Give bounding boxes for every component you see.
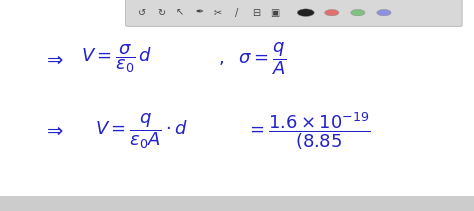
Text: $\Rightarrow$: $\Rightarrow$ xyxy=(43,50,64,69)
Text: ✂: ✂ xyxy=(214,8,222,18)
Text: $\Rightarrow$: $\Rightarrow$ xyxy=(43,121,64,140)
Circle shape xyxy=(297,9,314,16)
Text: $,\ \ \sigma = \dfrac{q}{A}$: $,\ \ \sigma = \dfrac{q}{A}$ xyxy=(218,41,287,77)
Text: ↻: ↻ xyxy=(157,8,165,18)
Text: $= \dfrac{1.6\times10^{-19}}{(8.85}$: $= \dfrac{1.6\times10^{-19}}{(8.85}$ xyxy=(246,110,372,152)
FancyBboxPatch shape xyxy=(0,196,474,211)
Circle shape xyxy=(377,9,391,16)
Text: ⊟: ⊟ xyxy=(252,8,260,18)
Text: ▣: ▣ xyxy=(270,8,280,18)
FancyBboxPatch shape xyxy=(126,0,462,26)
Circle shape xyxy=(325,9,339,16)
Text: ↺: ↺ xyxy=(138,8,146,18)
Text: /: / xyxy=(236,8,238,18)
Text: ✒: ✒ xyxy=(195,8,203,18)
Text: $V = \dfrac{q}{\varepsilon_0 A}\cdot d$: $V = \dfrac{q}{\varepsilon_0 A}\cdot d$ xyxy=(95,111,188,151)
Circle shape xyxy=(351,9,365,16)
Text: ↖: ↖ xyxy=(176,8,184,18)
Text: $V = \dfrac{\sigma}{\varepsilon_0}\,d$: $V = \dfrac{\sigma}{\varepsilon_0}\,d$ xyxy=(81,43,152,75)
